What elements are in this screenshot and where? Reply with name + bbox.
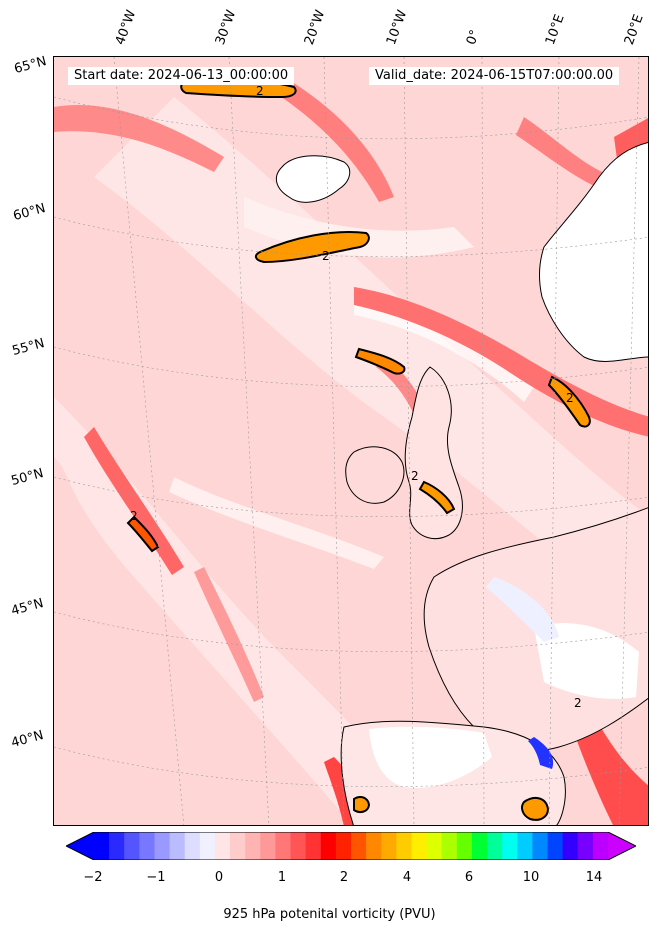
pv-negative-patch bbox=[486, 577, 559, 642]
colorbar-segment bbox=[456, 832, 473, 860]
colorbar-segment bbox=[109, 832, 125, 860]
lon-label-20e: 20°E bbox=[621, 12, 647, 48]
colorbar-tick: 4 bbox=[402, 870, 412, 885]
colorbar-segment bbox=[305, 832, 322, 860]
colorbar-segment bbox=[260, 832, 276, 860]
colorbar-segment bbox=[214, 832, 231, 860]
colorbar-tick: 2 bbox=[339, 870, 349, 885]
colorbar-segment bbox=[275, 832, 292, 860]
colorbar-tick: 0 bbox=[214, 870, 224, 885]
pv-core-contour bbox=[254, 230, 370, 264]
lat-label-40n: 40°N bbox=[9, 728, 46, 751]
start-date-banner: Start date: 2024-06-13_00:00:00 bbox=[68, 67, 295, 85]
pv-field-map: 2 2 2 2 2 2 bbox=[54, 57, 648, 825]
colorbar-segment bbox=[381, 832, 397, 860]
colorbar-segment bbox=[471, 832, 488, 860]
colorbar-segment bbox=[441, 832, 458, 860]
colorbar-label: 925 hPa potenital vorticity (PVU) bbox=[223, 907, 436, 922]
colorbar-segment bbox=[184, 832, 201, 860]
colorbar-segment bbox=[592, 832, 609, 860]
pv-filament bbox=[54, 105, 224, 172]
colorbar-segment bbox=[532, 832, 549, 860]
pv-filament bbox=[274, 77, 394, 202]
alps-white-region bbox=[534, 623, 639, 699]
lat-label-50n: 50°N bbox=[9, 466, 46, 489]
lat-label-65n: 65°N bbox=[12, 54, 49, 77]
iberia-white-region bbox=[369, 726, 492, 788]
pv-core-contour bbox=[547, 375, 591, 428]
lon-label-20w: 20°W bbox=[301, 8, 329, 47]
colorbar-segment bbox=[396, 832, 412, 860]
pv-swirl-light bbox=[54, 397, 433, 825]
contour-label: 2 bbox=[322, 249, 330, 263]
contour-label: 2 bbox=[566, 391, 574, 405]
pv-core-contour bbox=[353, 796, 371, 814]
colorbar-extend-min bbox=[66, 832, 94, 860]
colorbar-tick: 10 bbox=[522, 870, 540, 885]
map-panel: 2 2 2 2 2 2 Start date: 2024-06-13_00:00… bbox=[53, 56, 649, 826]
colorbar bbox=[64, 831, 638, 864]
colorbar-segment bbox=[577, 832, 594, 860]
lat-label-60n: 60°N bbox=[11, 201, 48, 224]
scandinavia-landmass bbox=[539, 142, 648, 362]
colorbar-segment bbox=[320, 832, 337, 860]
pv-core-contour bbox=[126, 515, 160, 553]
colorbar-segment bbox=[335, 832, 352, 860]
colorbar-segment bbox=[169, 832, 186, 860]
lon-label-0: 0° bbox=[463, 27, 484, 47]
pv-filament bbox=[194, 567, 264, 702]
graticule-lines bbox=[54, 57, 648, 825]
colorbar-segment bbox=[547, 832, 564, 860]
valid-date-banner: Valid_date: 2024-06-15T07:00:00.00 bbox=[369, 67, 620, 85]
lon-label-40w: 40°W bbox=[112, 8, 140, 47]
lon-label-10w: 10°W bbox=[383, 8, 411, 47]
colorbar-tick: −1 bbox=[146, 870, 166, 885]
colorbar-segment bbox=[199, 832, 216, 860]
colorbar-segment bbox=[230, 832, 246, 860]
iceland-landmass bbox=[275, 155, 351, 203]
pv-filament bbox=[84, 427, 184, 575]
colorbar-tick: −2 bbox=[83, 870, 103, 885]
great-britain-landmass bbox=[404, 366, 463, 540]
colorbar-tick: 14 bbox=[585, 870, 603, 885]
lat-label-45n: 45°N bbox=[9, 596, 46, 619]
colorbar-segment bbox=[517, 832, 533, 860]
colorbar-svg bbox=[64, 831, 638, 861]
colorbar-segment bbox=[139, 832, 155, 860]
colorbar-segment bbox=[426, 832, 443, 860]
colorbar-segment bbox=[562, 832, 579, 860]
lat-label-55n: 55°N bbox=[10, 336, 47, 359]
colorbar-segment bbox=[154, 832, 171, 860]
colorbar-tick: 6 bbox=[464, 870, 474, 885]
colorbar-segment bbox=[290, 832, 307, 860]
pv-core-contour bbox=[418, 480, 456, 515]
colorbar-segment bbox=[366, 832, 382, 860]
pv-negative-patch bbox=[528, 737, 554, 769]
contour-label: 2 bbox=[411, 469, 419, 483]
colorbar-segment bbox=[124, 832, 140, 860]
colorbar-segment bbox=[487, 832, 503, 860]
pv-core-contour bbox=[354, 347, 406, 375]
contour-label: 2 bbox=[130, 509, 138, 523]
lon-label-30w: 30°W bbox=[212, 8, 240, 47]
colorbar-segment bbox=[411, 832, 428, 860]
pv-core-contour bbox=[521, 796, 550, 821]
pv-band-white bbox=[169, 477, 384, 569]
colorbar-segment bbox=[94, 832, 110, 860]
pv-band-white bbox=[354, 297, 534, 402]
contour-label: 2 bbox=[256, 84, 264, 98]
colorbar-tick: 1 bbox=[277, 870, 287, 885]
pv-filament bbox=[516, 117, 614, 192]
colorbar-segment bbox=[245, 832, 261, 860]
colorbar-extend-max bbox=[608, 832, 636, 860]
contour-label: 2 bbox=[574, 696, 582, 710]
colorbar-segment bbox=[351, 832, 367, 860]
ireland-landmass bbox=[345, 446, 405, 504]
lon-label-10e: 10°E bbox=[542, 12, 568, 48]
colorbar-segment bbox=[502, 832, 518, 860]
